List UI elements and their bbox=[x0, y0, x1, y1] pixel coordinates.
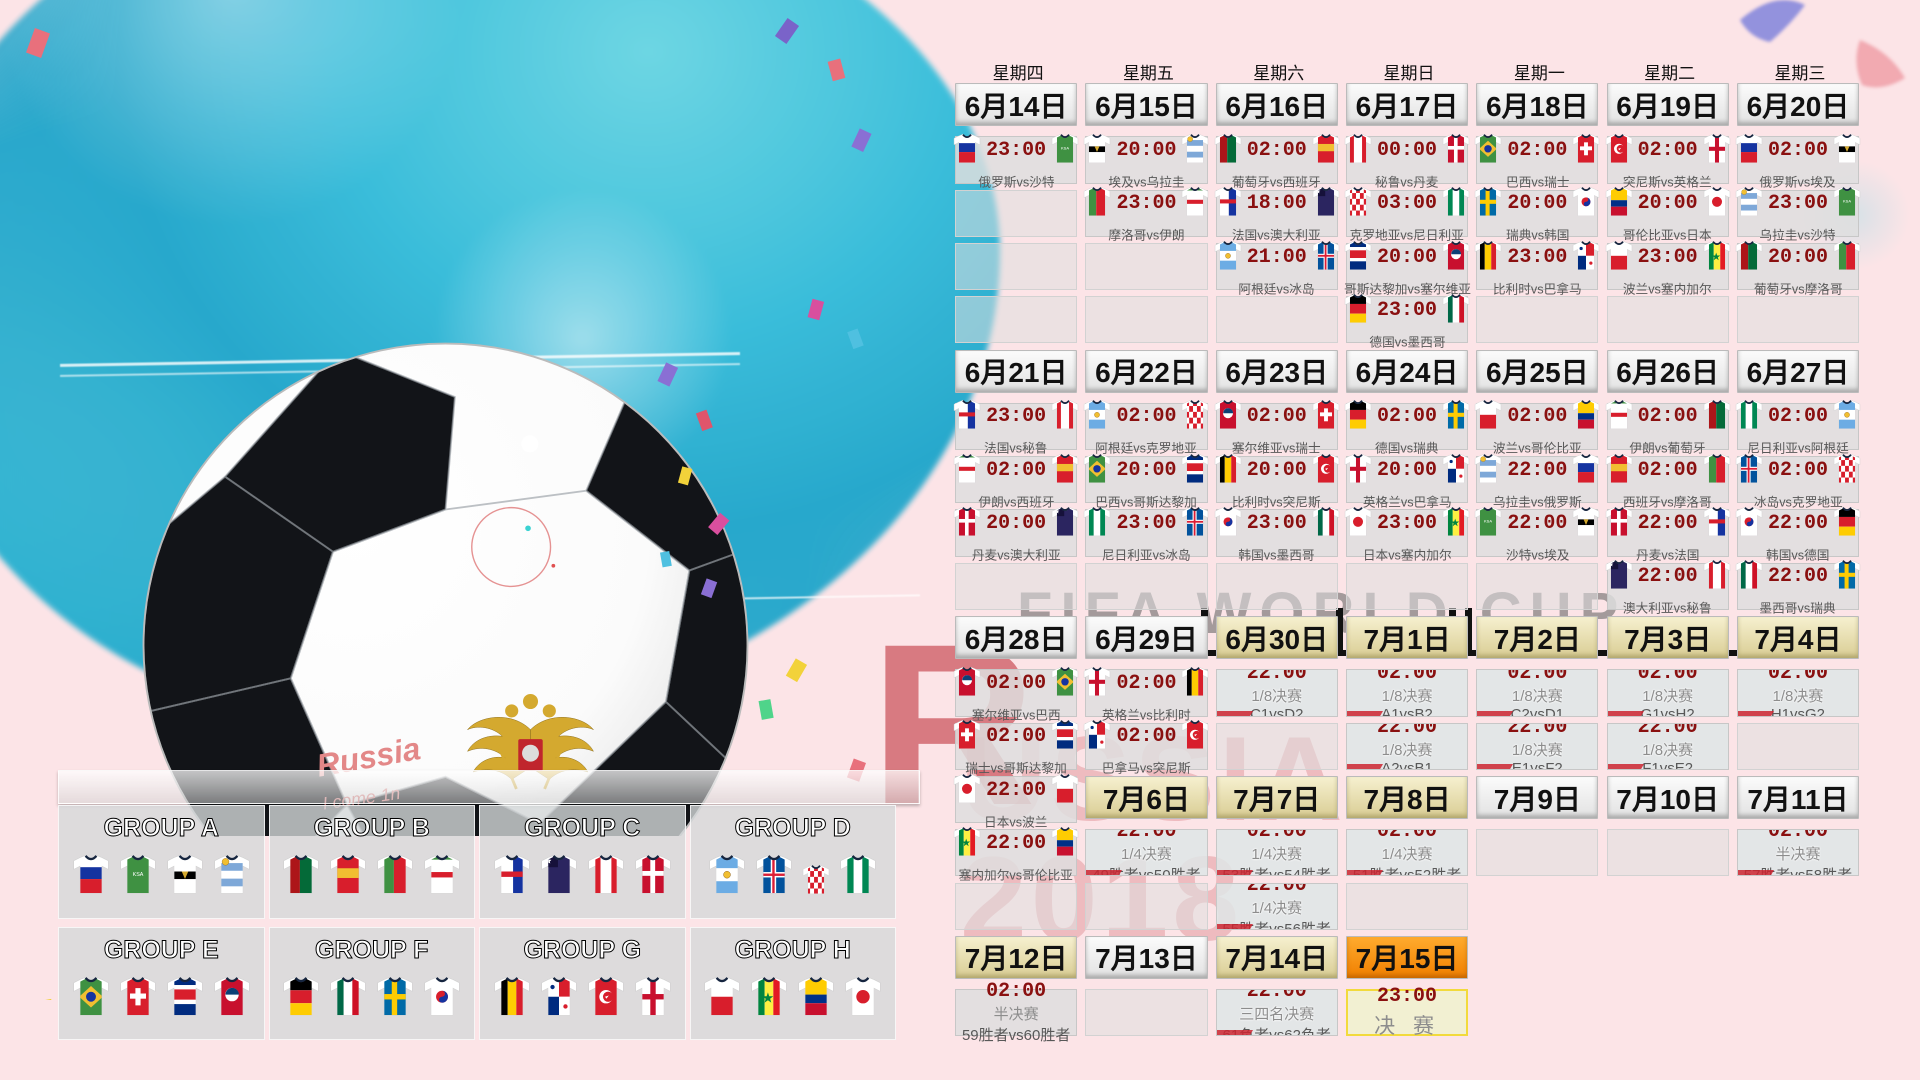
svg-text:KSA: KSA bbox=[1484, 519, 1492, 524]
svg-text:KSA: KSA bbox=[132, 872, 143, 878]
svg-text:KSA: KSA bbox=[1061, 146, 1069, 151]
svg-text:KSA: KSA bbox=[1843, 199, 1851, 204]
